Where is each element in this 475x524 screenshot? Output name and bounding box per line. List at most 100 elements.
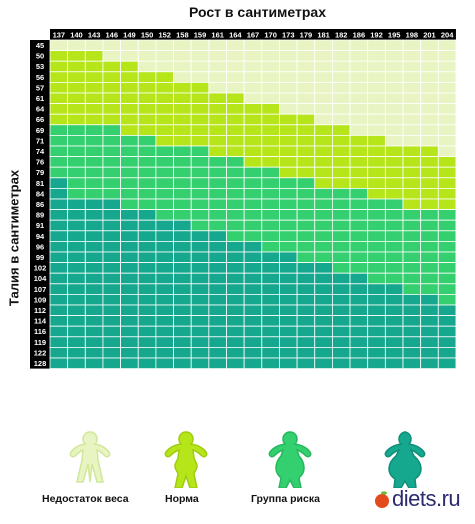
heatmap-cell [155,357,174,370]
heatmap-cell [420,283,439,295]
heatmap-cell [155,230,174,242]
heatmap-cell [331,251,351,264]
heatmap-cell [208,60,227,73]
heatmap-cell [420,325,439,338]
heatmap-cell [120,92,139,105]
heatmap-cell [67,346,86,359]
heatmap-cell [84,60,104,73]
heatmap-cell [190,357,210,370]
heatmap-cell [384,50,404,62]
heatmap-cell [437,156,457,168]
heatmap-cell [314,113,333,126]
heatmap-cell [102,82,121,94]
heatmap-cell [279,209,298,221]
heatmap-cell [67,134,86,147]
heatmap-cell [102,293,121,306]
heatmap-cell [190,113,210,126]
heatmap-cell [120,357,139,370]
heatmap-cell [384,272,404,285]
heatmap-cell [49,39,69,52]
heatmap-cell [402,357,422,370]
heatmap-cell [384,113,404,126]
heatmap-cell [67,230,86,242]
heatmap-cell [137,82,157,94]
heatmap-cell [349,272,369,285]
y-tick-label: 116 [34,327,46,336]
heatmap-cell [155,219,174,232]
heatmap-cell [102,304,121,317]
heatmap-cell [243,39,263,52]
heatmap-cell [402,325,422,338]
heatmap-cell [314,293,333,306]
heatmap-cell [243,177,263,189]
heatmap-cell [102,60,121,73]
heatmap-cell [208,50,227,62]
heatmap-cell [296,262,316,274]
heatmap-cell [314,198,333,211]
heatmap-cell [420,198,439,211]
heatmap-cell [296,198,316,211]
heatmap-cell [402,336,422,348]
heatmap-cell [243,134,263,147]
heatmap-cell [102,251,121,264]
heatmap-cell [226,177,245,189]
heatmap-cell [137,92,157,105]
heatmap-cell [190,134,210,147]
heatmap-cell [190,293,210,306]
heatmap-cell [137,251,157,264]
heatmap-cell [402,240,422,253]
heatmap-cell [402,219,422,232]
heatmap-cell [349,103,369,115]
heatmap-cell [120,82,139,94]
heatmap-cell [208,262,227,274]
heatmap-cell [173,60,192,73]
heatmap-cell [367,134,386,147]
heatmap-cell [420,251,439,264]
heatmap-cell [314,177,333,189]
heatmap-cell [84,283,104,295]
heatmap-cell [49,145,69,158]
y-tick-label: 96 [36,242,44,251]
heatmap-cell [384,82,404,94]
x-tick-label: 201 [423,31,436,40]
heatmap-cell [420,187,439,200]
heatmap-cell [261,134,280,147]
heatmap-cell [155,103,174,115]
heatmap-cell [155,156,174,168]
heatmap-cell [155,325,174,338]
heatmap-cell [314,272,333,285]
heatmap-cell [420,71,439,83]
heatmap-cell [226,145,245,158]
heatmap-cell [137,293,157,306]
heatmap-cell [437,50,457,62]
heatmap-cell [296,124,316,136]
heatmap-cell [331,82,351,94]
heatmap-cell [120,198,139,211]
heatmap-cell [226,209,245,221]
heatmap-cell [102,272,121,285]
heatmap-cell [120,230,139,242]
heatmap-cell [384,325,404,338]
heatmap-cell [279,304,298,317]
heatmap-cell [155,293,174,306]
heatmap-cell [173,124,192,136]
heatmap-cell [226,113,245,126]
heatmap-cell [243,124,263,136]
heatmap-cell [49,60,69,73]
heatmap-cell [49,82,69,94]
heatmap-cell [261,50,280,62]
heatmap-cell [420,262,439,274]
x-tick-label: 146 [106,31,119,40]
heatmap-cell [367,240,386,253]
x-tick-label: 137 [53,31,66,40]
heatmap-cell [331,293,351,306]
heatmap-cell [208,357,227,370]
heatmap-cell [296,304,316,317]
heatmap-cell [190,124,210,136]
heatmap-cell [402,50,422,62]
heatmap-cell [367,251,386,264]
y-tick-label: 112 [34,306,46,315]
heatmap-cell [155,177,174,189]
heatmap-cell [226,357,245,370]
heatmap-cell [137,283,157,295]
